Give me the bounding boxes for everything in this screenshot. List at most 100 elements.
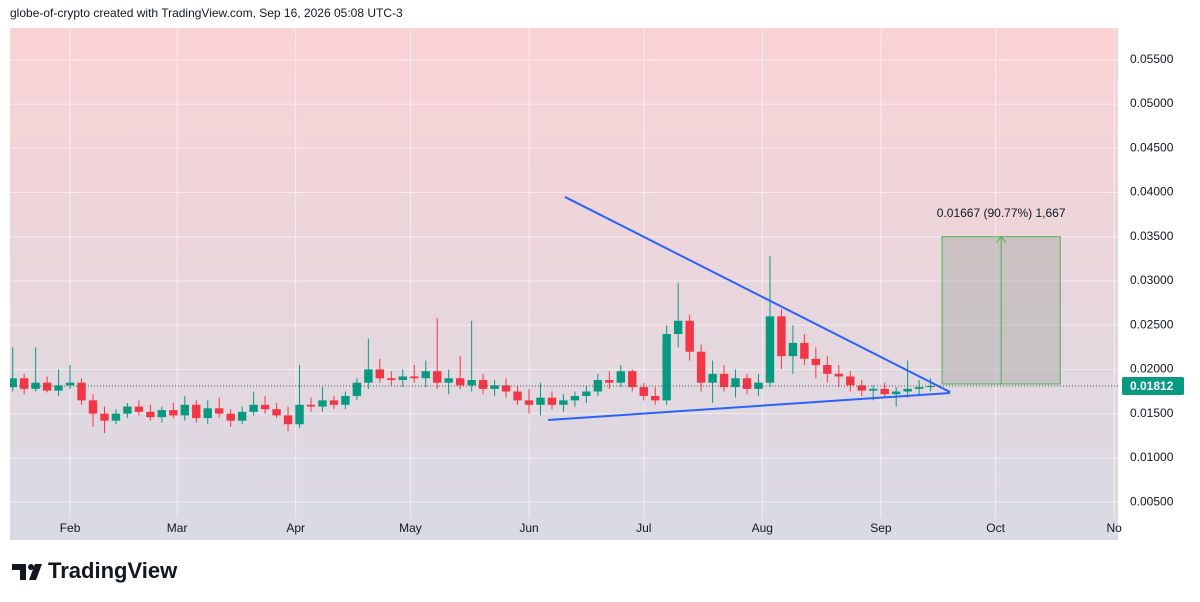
candle-body bbox=[146, 411, 155, 418]
candle-body bbox=[42, 382, 52, 391]
candle-body bbox=[765, 316, 775, 383]
x-tick-label: May bbox=[399, 521, 422, 535]
candle-body bbox=[467, 380, 476, 386]
candle-body bbox=[869, 388, 878, 391]
candle-body bbox=[490, 385, 499, 389]
last-price-label: 0.01812 bbox=[1130, 379, 1174, 393]
candle-body bbox=[926, 386, 935, 388]
x-tick-label: No bbox=[1107, 521, 1123, 535]
y-tick-label: 0.01000 bbox=[1130, 450, 1174, 464]
candle-body bbox=[31, 382, 40, 389]
candle-body bbox=[559, 400, 568, 405]
candle-body bbox=[857, 385, 866, 391]
candle-body bbox=[800, 342, 809, 359]
y-tick-label: 0.04500 bbox=[1130, 140, 1174, 154]
candle-body bbox=[329, 400, 339, 405]
candle-body bbox=[536, 397, 545, 405]
x-tick-label: Feb bbox=[60, 521, 81, 535]
y-tick-label: 0.00500 bbox=[1130, 494, 1174, 508]
candle-body bbox=[421, 371, 430, 379]
candle-body bbox=[719, 373, 729, 388]
candle-body bbox=[846, 376, 855, 386]
candle-body bbox=[10, 378, 17, 388]
y-tick-label: 0.02500 bbox=[1130, 317, 1174, 331]
y-tick-label: 0.05000 bbox=[1130, 96, 1174, 110]
candle-body bbox=[77, 382, 86, 401]
candle-body bbox=[249, 404, 258, 412]
candle-body bbox=[823, 364, 832, 374]
candle-body bbox=[283, 415, 293, 425]
candle-body bbox=[570, 395, 580, 401]
candle-body bbox=[696, 351, 706, 383]
candle-body bbox=[524, 400, 534, 405]
candle-body bbox=[880, 388, 889, 395]
logo: TradingView bbox=[12, 558, 178, 583]
candle-body bbox=[237, 411, 247, 421]
y-tick-label: 0.04000 bbox=[1130, 185, 1174, 199]
candle-body bbox=[352, 382, 362, 396]
candle-body bbox=[180, 404, 189, 416]
candle-body bbox=[582, 391, 591, 396]
y-tick-label: 0.03000 bbox=[1130, 273, 1174, 287]
candle-body bbox=[306, 404, 316, 407]
candle-body bbox=[295, 404, 304, 425]
candle-body bbox=[226, 413, 235, 421]
candle-body bbox=[777, 316, 786, 357]
candle-body bbox=[547, 397, 557, 405]
candle-body bbox=[398, 376, 407, 381]
plot: 0.01667 (90.77%) 1,667 bbox=[10, 196, 1118, 434]
candle-body bbox=[811, 358, 821, 365]
x-tick-label: Oct bbox=[986, 521, 1005, 535]
x-tick-label: Apr bbox=[286, 521, 305, 535]
candle-body bbox=[742, 378, 752, 389]
x-tick-label: Aug bbox=[752, 521, 773, 535]
candle-body bbox=[272, 409, 281, 416]
candle-body bbox=[341, 395, 350, 405]
candle-body bbox=[192, 404, 201, 419]
candle-body bbox=[387, 378, 396, 381]
x-tick-label: Jul bbox=[636, 521, 651, 535]
candle-body bbox=[903, 388, 912, 392]
candle-body bbox=[157, 410, 167, 418]
candle-body bbox=[433, 371, 442, 383]
candle-body bbox=[375, 369, 385, 379]
candle-body bbox=[673, 320, 683, 335]
y-tick-label: 0.01500 bbox=[1130, 406, 1174, 420]
measure-label: 0.01667 (90.77%) 1,667 bbox=[937, 206, 1066, 220]
candle-body bbox=[134, 406, 144, 412]
candle-body bbox=[639, 387, 648, 396]
x-tick-label: Jun bbox=[519, 521, 538, 535]
candle-body bbox=[616, 371, 626, 383]
logo-mark-dot bbox=[28, 564, 34, 570]
candle-body bbox=[444, 378, 453, 383]
candle-body bbox=[605, 380, 614, 383]
candle-body bbox=[410, 376, 419, 379]
candle-body bbox=[111, 413, 121, 421]
chart-background bbox=[10, 28, 1118, 540]
candle-body bbox=[593, 380, 603, 392]
candle-body bbox=[914, 387, 924, 389]
candle-body bbox=[788, 342, 798, 357]
y-tick-label: 0.03500 bbox=[1130, 229, 1174, 243]
candle-body bbox=[662, 334, 671, 401]
candle-body bbox=[169, 410, 178, 416]
last-price-badge bbox=[1122, 377, 1184, 396]
candle-body bbox=[364, 369, 373, 383]
trendline bbox=[548, 392, 951, 421]
candle-body bbox=[260, 404, 270, 410]
candle-body bbox=[685, 320, 694, 352]
candle-body bbox=[88, 400, 98, 414]
candle-body bbox=[65, 382, 75, 386]
candle-body bbox=[754, 382, 763, 389]
trendline bbox=[564, 196, 951, 393]
candle-body bbox=[501, 385, 511, 392]
logo-mark bbox=[12, 564, 42, 580]
logo-text: TradingView bbox=[48, 558, 178, 583]
candle-body bbox=[478, 380, 488, 389]
candle-body bbox=[203, 408, 212, 419]
candle-body bbox=[731, 378, 740, 388]
header: globe-of-crypto created with TradingView… bbox=[10, 6, 403, 20]
candle-body bbox=[215, 408, 224, 414]
candle-body bbox=[651, 395, 660, 401]
